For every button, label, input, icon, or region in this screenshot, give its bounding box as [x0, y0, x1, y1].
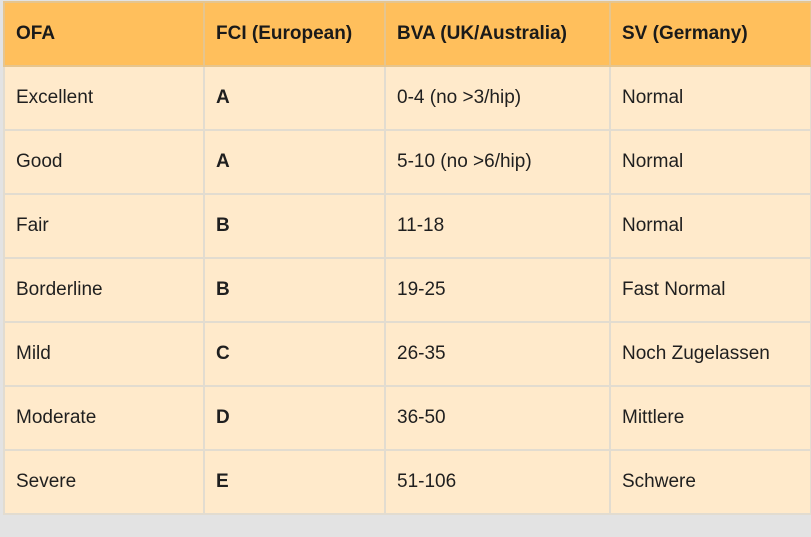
cell-sv: Fast Normal [609, 257, 811, 323]
cell-ofa: Severe [3, 449, 205, 515]
cell-sv: Noch Zugelassen [609, 321, 811, 387]
cell-bva: 51-106 [384, 449, 611, 515]
cell-fci: B [203, 257, 386, 323]
table-row: Borderline B 19-25 Fast Normal [3, 257, 811, 323]
table-row: Good A 5-10 (no >6/hip) Normal [3, 129, 811, 195]
column-header-ofa: OFA [3, 1, 205, 67]
cell-fci: C [203, 321, 386, 387]
cell-ofa: Moderate [3, 385, 205, 451]
cell-ofa: Excellent [3, 65, 205, 131]
table-row: Mild C 26-35 Noch Zugelassen [3, 321, 811, 387]
cell-sv: Normal [609, 129, 811, 195]
cell-sv: Schwere [609, 449, 811, 515]
cell-bva: 36-50 [384, 385, 611, 451]
cell-ofa: Good [3, 129, 205, 195]
column-header-sv: SV (Germany) [609, 1, 811, 67]
cell-bva: 19-25 [384, 257, 611, 323]
column-header-bva: BVA (UK/Australia) [384, 1, 611, 67]
table-row: Severe E 51-106 Schwere [3, 449, 811, 515]
cell-ofa: Mild [3, 321, 205, 387]
cell-bva: 26-35 [384, 321, 611, 387]
table-row: Moderate D 36-50 Mittlere [3, 385, 811, 451]
cell-ofa: Fair [3, 193, 205, 259]
cell-fci: D [203, 385, 386, 451]
table-header: OFA FCI (European) BVA (UK/Australia) SV… [3, 1, 811, 67]
cell-bva: 5-10 (no >6/hip) [384, 129, 611, 195]
header-row: OFA FCI (European) BVA (UK/Australia) SV… [3, 1, 811, 67]
cell-bva: 11-18 [384, 193, 611, 259]
column-header-fci: FCI (European) [203, 1, 386, 67]
table-row: Fair B 11-18 Normal [3, 193, 811, 259]
table-row: Excellent A 0-4 (no >3/hip) Normal [3, 65, 811, 131]
table-body: Excellent A 0-4 (no >3/hip) Normal Good … [3, 65, 811, 515]
cell-sv: Normal [609, 193, 811, 259]
cell-sv: Normal [609, 65, 811, 131]
cell-fci: A [203, 65, 386, 131]
hip-grading-table: OFA FCI (European) BVA (UK/Australia) SV… [3, 1, 811, 515]
cell-ofa: Borderline [3, 257, 205, 323]
cell-fci: A [203, 129, 386, 195]
cell-sv: Mittlere [609, 385, 811, 451]
cell-fci: E [203, 449, 386, 515]
cell-fci: B [203, 193, 386, 259]
cell-bva: 0-4 (no >3/hip) [384, 65, 611, 131]
